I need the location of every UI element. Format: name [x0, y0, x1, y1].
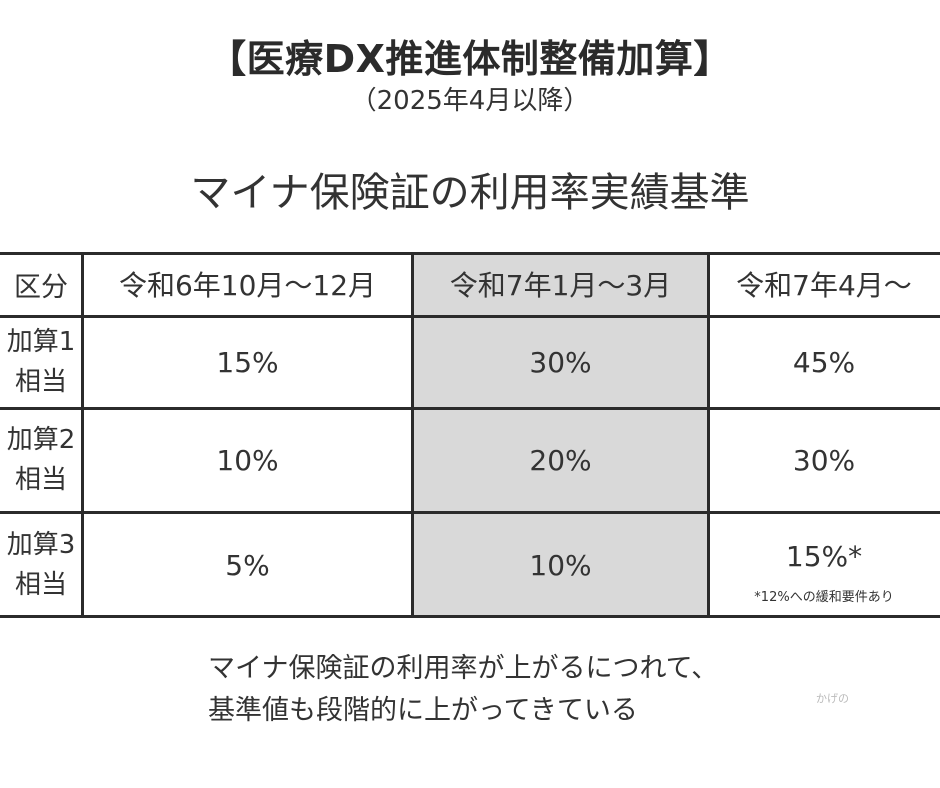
criteria-table: 区分 令和6年10月～12月 令和7年1月～3月 令和7年4月～ 加算1 相当 … [0, 252, 940, 618]
row-label-kasan3: 加算3 相当 [0, 512, 82, 618]
footer-text: マイナ保険証の利用率が上がるにつれて、 基準値も段階的に上がってきている [208, 648, 718, 732]
page-subtitle: （2025年4月以降） [350, 86, 590, 116]
cell-value: 20% [529, 443, 592, 477]
highlight-column [413, 252, 708, 618]
header-period-1: 令和6年10月～12月 [118, 269, 377, 302]
watermark: かげの [816, 692, 849, 705]
cell-value: 15% [216, 345, 279, 379]
cell-value: 45% [792, 345, 856, 379]
cell-value: 10% [529, 548, 592, 582]
cell-value: 30% [529, 345, 592, 379]
header-category: 区分 [14, 271, 68, 303]
cell-value: 15%* [785, 539, 863, 573]
cell-value: 10% [216, 443, 279, 477]
row-label-kasan1: 加算1 相当 [0, 316, 82, 408]
table-border-top [0, 252, 940, 255]
header-period-2: 令和7年1月～3月 [449, 269, 672, 302]
footer-line2: 基準値も段階的に上がってきている [208, 695, 638, 726]
row-label-line1: 加算3 [6, 530, 76, 560]
page-title: 【医療DX推進体制整備加算】 [208, 37, 732, 81]
row-label-line2: 相当 [14, 570, 67, 600]
row-label-kasan2: 加算2 相当 [0, 408, 82, 512]
table-border-col [707, 252, 710, 618]
row-label-line2: 相当 [14, 367, 67, 397]
cell-value: 5% [225, 548, 270, 582]
row-label-line2: 相当 [14, 465, 67, 495]
table-border-row [0, 315, 940, 318]
table-border-col [411, 252, 414, 618]
header-period-3: 令和7年4月～ [736, 269, 912, 302]
row-label-line1: 加算2 [6, 425, 76, 455]
footer-line1: マイナ保険証の利用率が上がるにつれて、 [208, 653, 719, 684]
table-border-col [81, 252, 84, 618]
footnote: *12%への緩和要件あり [754, 590, 894, 605]
section-heading: マイナ保険証の利用率実績基準 [190, 170, 750, 216]
table-border-bottom [0, 615, 940, 618]
table-border-row [0, 407, 940, 410]
row-label-line1: 加算1 [6, 327, 76, 357]
table-border-row [0, 511, 940, 514]
cell-value: 30% [792, 443, 856, 477]
